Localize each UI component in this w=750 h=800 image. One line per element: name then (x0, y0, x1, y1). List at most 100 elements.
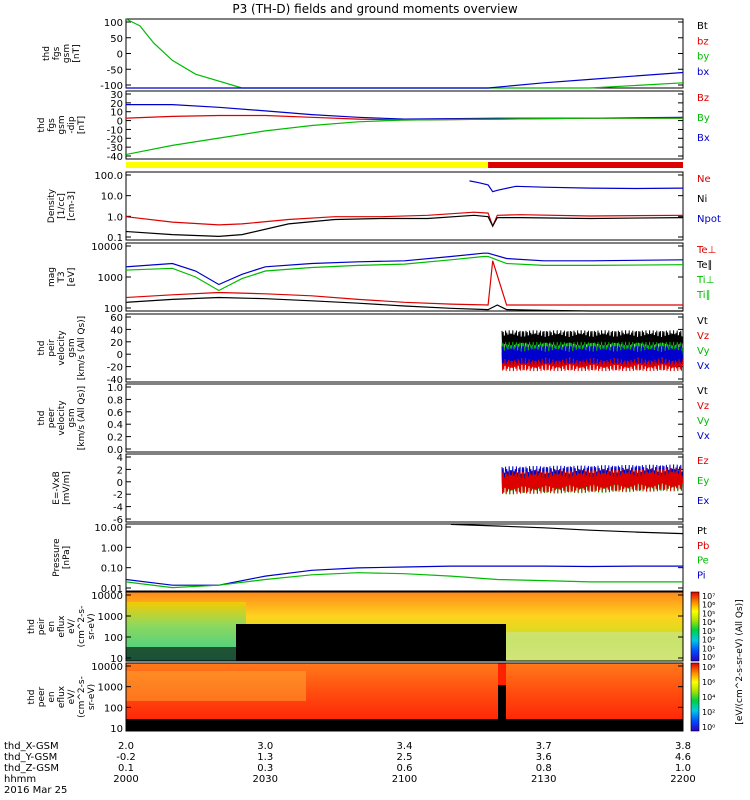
colorbar-tick-ion: 10⁵ (702, 609, 715, 618)
ephemeris-value: 2.5 (396, 752, 413, 763)
ephemeris-value: 3.8 (675, 741, 691, 752)
panel-frame (125, 18, 684, 89)
ephemeris-row-label: thd_X-GSM (4, 741, 59, 752)
ephemeris-row-label: 2016 Mar 25 (4, 785, 68, 796)
colorbar-tick-ele: 10⁰ (702, 723, 715, 732)
ytick-label: 100 (104, 633, 123, 644)
colorbar-tick-ele: 10² (702, 708, 715, 717)
series-Ti⊥ (125, 252, 684, 286)
ytick-label: -40 (107, 152, 123, 163)
y-axis-label-line: Pressure (52, 538, 62, 577)
ephemeris-value: 2030 (252, 774, 278, 785)
ytick-label: 1.0 (107, 212, 123, 223)
colorbar-ele (690, 662, 700, 732)
electron-spectrogram-gap (498, 663, 506, 731)
ytick-label: 100 (104, 304, 123, 315)
ytick-label: 100 (104, 18, 123, 29)
series-Pe (125, 572, 683, 589)
series-Ni (125, 214, 684, 238)
legend-Pe: Pe (697, 556, 709, 567)
colorbar-ion (690, 591, 700, 662)
ytick-label: 1.0 (107, 383, 123, 394)
ephemeris-value: 0.8 (535, 763, 552, 774)
colorbar-tick-ele: 10⁸ (702, 663, 715, 672)
panel-pressure: 10.00 1.00 0.10 0.01 Pressure [nPa] Pt Pb Pe Pi (52, 523, 709, 595)
y-axis-label-line: thd (42, 46, 52, 61)
series-bx (126, 71, 684, 89)
ytick-label: 0 (117, 50, 123, 61)
ytick-label: -50 (107, 65, 123, 76)
series-Npot (469, 180, 684, 193)
ytick-label: 20 (110, 99, 123, 110)
legend-bz: bz (697, 36, 709, 47)
series-by (125, 18, 684, 89)
y-axis-label-line: eflux (57, 615, 67, 638)
y-axis-label: Density [1/cc] [cm-3] (47, 188, 77, 223)
ephemeris-value: 0.3 (257, 763, 274, 774)
legend-Vy: Vy (697, 416, 710, 427)
legend-Te∥: Te∥ (696, 260, 713, 271)
ytick-label: 0.6 (107, 408, 123, 419)
ytick-label: -20 (107, 134, 123, 145)
y-axis-label: thd peir en eflux eV/(cm^2-s-sr-eV) (27, 606, 97, 648)
y-axis-label-line: (cm^2-s- (77, 676, 87, 718)
ytick-label: 10 (110, 724, 123, 735)
ephemeris-value: 3.4 (396, 741, 413, 752)
ytick-label: 0 (117, 350, 123, 361)
legend-Vy: Vy (697, 346, 710, 357)
ytick-label: 1.00 (101, 543, 123, 554)
panel-efield: 42 0-2 -4-6 E=-VxB [mV/m] Ez Ey Ex (52, 453, 709, 526)
ytick-label: -4 (113, 503, 123, 514)
ytick-label: -20 (107, 363, 123, 374)
y-axis-label-line: (cm^2-s- (77, 606, 87, 648)
ytick-label: 10000 (91, 662, 123, 673)
legend-Vz: Vz (697, 331, 709, 342)
colorbar-label: [eV/(cm^2-s-sr-eV) (All Qs)] (735, 599, 745, 724)
y-axis-label: E=-VxB [mV/m] (52, 471, 72, 505)
y-axis-label: thd peir velocity gsm [km/s (All Qs)] (37, 316, 87, 380)
ytick-label: 0.8 (107, 395, 123, 406)
panel-frame (125, 523, 684, 592)
ephemeris-value: 2200 (670, 774, 696, 785)
y-axis-label-line: [1/cc] (57, 193, 67, 219)
legend-Vt: Vt (697, 316, 708, 327)
y-axis-label-line: [mV/m] (62, 471, 72, 505)
plot-title: P3 (TH-D) fields and ground moments over… (232, 2, 518, 16)
colorbar-tick-ion: 10² (702, 636, 715, 645)
legend-Te⊥: Te⊥ (696, 245, 716, 256)
series-Ez (501, 467, 684, 494)
series-Te∥ (125, 296, 683, 312)
ytick-label: 1000 (98, 612, 123, 623)
colorbar-tick-ion: 10⁰ (702, 653, 715, 662)
legend-Ey: Ey (697, 476, 709, 487)
ephemeris-value: 0.1 (118, 763, 134, 774)
colorbar-tick-ion: 10⁶ (702, 601, 715, 610)
series-Pt (450, 523, 684, 535)
y-axis-label-line: eV/ (67, 618, 77, 634)
y-axis-label-line: thd (27, 690, 37, 705)
y-axis-label: thd fgs gsm -dip [nT] (37, 115, 87, 134)
ytick-label: 4 (117, 453, 123, 464)
y-axis-label-line: T3 (57, 271, 67, 283)
y-axis-label-line: en (47, 621, 57, 632)
panel-frame (125, 90, 684, 160)
y-axis-label-line: thd (27, 619, 37, 634)
ion-spectrogram-right-low (506, 632, 683, 661)
y-axis-label-line: [eV] (67, 268, 77, 287)
ytick-label: 30 (110, 90, 123, 101)
ephemeris-value: 2100 (391, 774, 418, 785)
ytick-label: 1000 (98, 683, 123, 694)
ytick-label: -6 (113, 515, 123, 526)
legend-Ti⊥: Ti⊥ (696, 275, 714, 286)
legend-Pb: Pb (697, 541, 709, 552)
ephemeris-value: 2.0 (118, 741, 134, 752)
legend-Vx: Vx (697, 361, 710, 372)
y-axis-label-line: eV/ (67, 689, 77, 705)
ephemeris-row-label: hhmm (4, 774, 37, 785)
y-axis-label-line: velocity (57, 400, 67, 436)
legend-Vz: Vz (697, 401, 709, 412)
ytick-label: 0.0 (107, 445, 123, 456)
colorbar-tick-ele: 10⁴ (702, 693, 715, 702)
